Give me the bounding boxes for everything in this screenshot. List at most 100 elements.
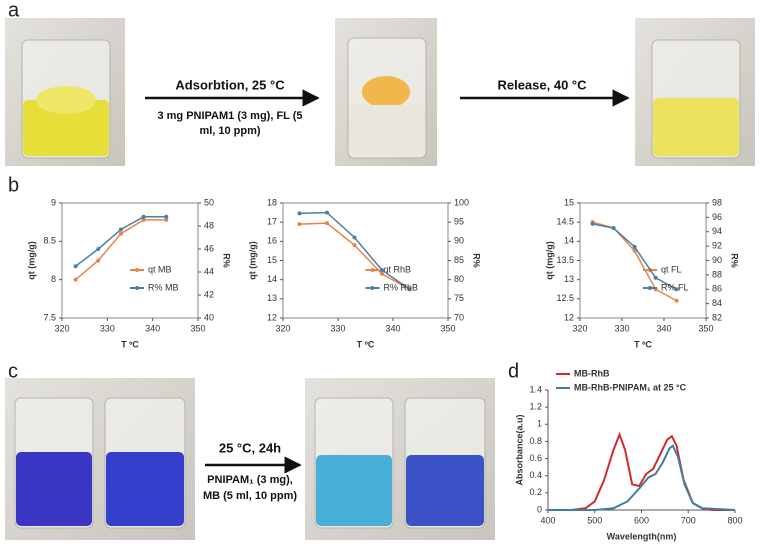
y-tick-label: 12 [564, 312, 574, 322]
arrow-note: MB (5 ml, 10 ppm) [203, 490, 297, 502]
y2-tick-label: 40 [204, 312, 214, 322]
point [380, 271, 384, 276]
x-tick-label: 350 [698, 323, 713, 333]
y-tick-label: 13.5 [556, 255, 574, 265]
y-tick-label: 14 [564, 236, 574, 246]
x-tick-label: 320 [54, 323, 69, 333]
y2-tick-label: 85 [454, 255, 464, 265]
arrow-note: 3 mg PNIPAM1 (3 mg), FL (5 [157, 110, 302, 122]
x-tick-label: 340 [656, 323, 671, 333]
x-tick-label: 330 [614, 323, 629, 333]
point [352, 235, 357, 240]
point [653, 275, 658, 280]
y2-tick-label: 82 [712, 312, 722, 322]
y2-tick-label: 88 [712, 269, 722, 279]
y2-tick-label: 50 [204, 197, 214, 207]
legend-label: MB-RhB [574, 368, 610, 378]
point [297, 222, 302, 227]
panel-label: c [8, 360, 18, 382]
y-tick-label: 14.5 [556, 217, 574, 227]
y-tick-label: 12 [267, 312, 277, 322]
y-tick-label: 0.6 [529, 453, 542, 463]
plot-frame [61, 202, 199, 319]
y2-tick-label: 48 [204, 220, 214, 230]
y2-tick-label: 96 [712, 212, 722, 222]
y-axis-label: qt (mg/g) [26, 241, 36, 280]
x-tick-label: 340 [385, 323, 400, 333]
y-axis-label: qt (mg/g) [247, 241, 257, 280]
y-axis-label: qt (mg/g) [544, 241, 554, 280]
arrow-note: ml, 10 ppm) [199, 125, 260, 137]
point [73, 264, 78, 269]
point [141, 214, 146, 219]
panel-label: b [8, 174, 19, 196]
y2-tick-label: 90 [712, 255, 722, 265]
y-tick-label: 0.4 [529, 470, 542, 480]
y2-tick-label: 80 [454, 274, 464, 284]
point [118, 227, 123, 232]
legend-label: qt MB [148, 264, 172, 274]
legend-swatch [135, 286, 139, 290]
y2-tick-label: 46 [204, 243, 214, 253]
x-axis-label: T ºC [121, 339, 139, 349]
x-tick-label: 320 [572, 323, 587, 333]
photo-a1 [5, 18, 125, 166]
y-tick-label: 1.4 [529, 384, 542, 394]
legend-label: MB-RhB-PNIPAM₁ at 25 °C [574, 382, 687, 392]
arrow-title: 25 °C, 24h [219, 440, 281, 455]
point [590, 221, 595, 226]
x-tick-label: 500 [587, 515, 602, 525]
x-axis-label: Wavelength(nm) [607, 531, 677, 541]
photo-a3 [635, 18, 755, 166]
legend-swatch [648, 286, 652, 290]
series-line [75, 216, 167, 267]
y2-tick-label: 42 [204, 289, 214, 299]
x-axis-label: T ºC [634, 339, 652, 349]
y2-tick-label: 75 [454, 293, 464, 303]
legend-label: qt FL [661, 264, 682, 274]
arrow-title: Release, 40 °C [497, 77, 587, 92]
y-tick-label: 18 [267, 197, 277, 207]
legend-label: qt RhB [384, 264, 412, 274]
y2-tick-label: 70 [454, 312, 464, 322]
y2-axis-label: R% [730, 253, 740, 268]
x-tick-label: 330 [100, 323, 115, 333]
x-tick-label: 800 [727, 515, 742, 525]
y-tick-label: 15 [267, 255, 277, 265]
y-tick-label: 0 [537, 504, 542, 514]
y-tick-label: 7.5 [43, 312, 56, 322]
y-tick-label: 13 [267, 293, 277, 303]
x-tick-label: 320 [275, 323, 290, 333]
legend-swatch [135, 268, 139, 272]
y-tick-label: 0.2 [529, 487, 542, 497]
point [141, 217, 146, 222]
y-tick-label: 12.5 [556, 293, 574, 303]
y-tick-label: 16 [267, 236, 277, 246]
panel-label: d [508, 360, 519, 382]
y2-tick-label: 94 [712, 226, 722, 236]
point [352, 243, 357, 248]
arrow-title: Adsorbtion, 25 °C [175, 77, 285, 92]
y-tick-label: 9 [51, 197, 56, 207]
point [325, 210, 329, 215]
y2-axis-label: R% [222, 253, 232, 268]
series-line [548, 444, 736, 511]
point [96, 258, 101, 263]
y2-tick-label: 90 [454, 236, 464, 246]
x-tick-label: 350 [190, 323, 205, 333]
y2-tick-label: 86 [712, 284, 722, 294]
point [73, 277, 78, 282]
photo-c2 [305, 378, 495, 540]
x-tick-label: 330 [330, 323, 345, 333]
y-tick-label: 14 [267, 274, 277, 284]
point [407, 287, 412, 292]
y-tick-label: 1 [537, 419, 542, 429]
arrow-note: PNIPAM₁ (3 mg), [207, 474, 293, 486]
y2-tick-label: 100 [454, 197, 469, 207]
legend-swatch [370, 268, 375, 272]
y-tick-label: 17 [267, 217, 277, 227]
x-tick-label: 350 [440, 323, 455, 333]
legend-label: R% RhB [384, 282, 419, 292]
point [380, 268, 384, 273]
